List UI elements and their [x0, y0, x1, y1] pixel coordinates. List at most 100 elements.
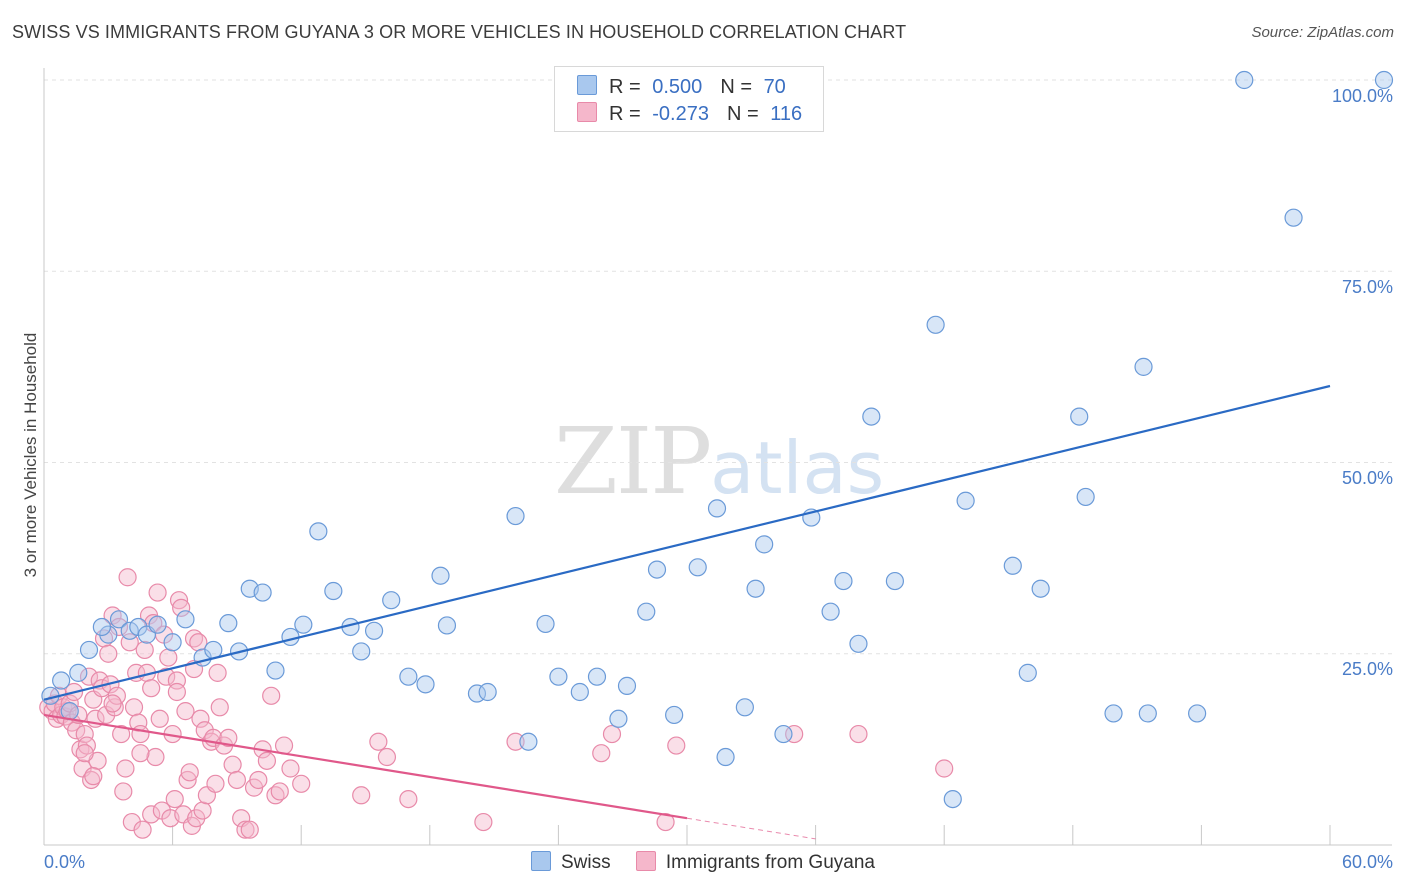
guyana-r-value: -0.273 [652, 103, 709, 125]
swiss-point-36 [519, 732, 538, 751]
swiss-point-47 [707, 499, 727, 518]
guyana-point-77 [208, 663, 227, 682]
guyana-point-92 [270, 782, 289, 801]
guyana-point-90 [262, 686, 281, 705]
swiss-point-48 [716, 747, 735, 767]
swiss-point-40 [587, 667, 607, 686]
guyana-point-110 [84, 767, 103, 786]
guyana-point-87 [249, 770, 268, 790]
guyana-trendline [43, 713, 688, 820]
guyana-point-113 [142, 679, 161, 698]
swiss-point-1 [52, 671, 71, 690]
y-tick-label-25: 25.0% [1341, 659, 1393, 679]
swiss-point-6 [92, 617, 111, 637]
swiss-point-64 [1031, 579, 1050, 598]
guyana-point-80 [219, 728, 238, 748]
guyana-point-16 [75, 724, 94, 744]
swiss-point-55 [834, 571, 853, 591]
guyana-point-34 [114, 782, 133, 801]
y-tick-label-50: 50.0% [1341, 468, 1393, 488]
swiss-point-52 [774, 724, 793, 744]
guyana-point-82 [227, 770, 246, 790]
swiss-n-value: 70 [763, 76, 786, 98]
guyana-swatch [577, 102, 597, 122]
swiss-point-56 [849, 634, 868, 653]
guyana-point-100 [474, 812, 493, 832]
swiss-point-49 [735, 698, 754, 717]
swiss-point-24 [324, 581, 343, 601]
swiss-n-label: N = [720, 76, 752, 98]
swiss-point-65 [1070, 407, 1089, 426]
stats-row-guyana: R = -0.273 N = 116 [577, 102, 802, 128]
legend-swatch-swiss [531, 851, 551, 871]
guyana-point-54 [157, 667, 176, 686]
swiss-point-16 [219, 614, 238, 633]
guyana-point-85 [240, 820, 259, 839]
y-axis-title: 3 or more Vehicles in Household [21, 332, 40, 578]
guyana-point-98 [377, 747, 397, 767]
guyana-point-18 [79, 667, 99, 686]
guyana-r-label: R = [609, 103, 641, 125]
axes [43, 68, 1392, 846]
guyana-point-63 [176, 702, 195, 721]
chart-title: SWISS VS IMMIGRANTS FROM GUYANA 3 OR MOR… [12, 22, 907, 42]
guyana-point-27 [99, 644, 118, 663]
gridlines [44, 79, 1392, 655]
guyana-point-36 [118, 568, 137, 587]
swiss-point-60 [943, 789, 962, 809]
guyana-point-78 [210, 698, 229, 717]
swiss-point-22 [294, 615, 313, 634]
swiss-point-20 [266, 661, 285, 680]
swiss-point-37 [536, 614, 555, 634]
guyana-point-107 [849, 724, 868, 744]
guyana-n-label: N = [726, 103, 759, 125]
guyana-point-61 [172, 598, 191, 617]
swiss-point-28 [382, 591, 401, 610]
guyana-point-58 [165, 789, 184, 809]
guyana-point-12 [67, 721, 86, 740]
swiss-point-43 [637, 602, 656, 621]
swiss-point-41 [609, 709, 628, 728]
guyana-point-70 [191, 709, 210, 728]
swiss-r-value: 0.500 [652, 76, 703, 98]
swiss-point-45 [665, 705, 684, 725]
guyana-point-112 [131, 744, 150, 763]
stats-row-swiss: R = 0.500 N = 70 [577, 75, 786, 101]
swiss-point-67 [1104, 704, 1123, 723]
guyana-point-76 [206, 774, 225, 793]
swiss-point-7 [109, 610, 129, 629]
swiss-point-71 [1235, 70, 1254, 90]
swiss-point-19 [253, 583, 272, 602]
swiss-point-31 [431, 566, 450, 585]
guyana-point-102 [592, 744, 611, 763]
guyana-point-35 [116, 759, 135, 778]
guyana-point-33 [112, 724, 131, 744]
series-guyana-points [39, 568, 954, 839]
trendlines [43, 384, 1331, 840]
swiss-point-8 [120, 621, 139, 640]
series-swiss-points [41, 70, 1394, 809]
guyana-point-49 [146, 747, 165, 767]
guyana-point-39 [124, 698, 144, 717]
guyana-n-value: 116 [770, 103, 803, 125]
swiss-point-3 [69, 663, 88, 682]
guyana-point-51 [150, 709, 169, 728]
guyana-point-50 [148, 583, 167, 602]
swiss-point-72 [1284, 208, 1303, 227]
watermark-zip: ZIP [554, 408, 712, 515]
swiss-trendline [43, 384, 1331, 701]
swiss-point-73 [1374, 70, 1394, 90]
swiss-point-62 [1003, 556, 1022, 575]
swiss-point-70 [1188, 704, 1207, 723]
swiss-point-38 [549, 667, 568, 686]
guyana-point-109 [75, 744, 94, 763]
swiss-r-label: R = [609, 76, 641, 98]
guyana-trendline-extension [686, 817, 816, 840]
x-tick-label-max: 60.0% [1341, 852, 1393, 872]
swiss-point-30 [416, 675, 435, 694]
guyana-point-103 [602, 724, 622, 744]
swiss-point-39 [570, 682, 589, 702]
guyana-point-108 [935, 759, 954, 778]
swiss-point-69 [1138, 704, 1157, 723]
guyana-point-111 [103, 694, 122, 713]
